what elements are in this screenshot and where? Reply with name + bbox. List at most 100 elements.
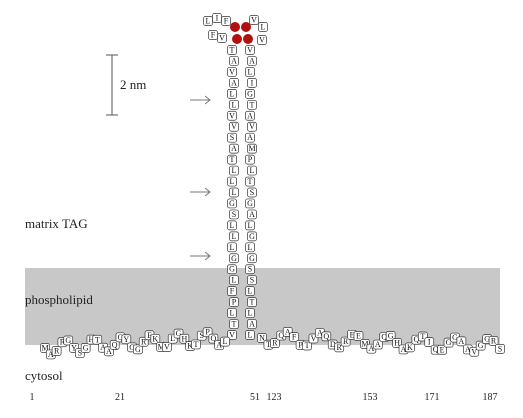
residue-box [247, 231, 257, 242]
residue: A [459, 337, 465, 346]
residue: T [230, 155, 235, 164]
residue: Q [381, 333, 387, 342]
residue: Q [210, 334, 216, 343]
residue: I [251, 78, 254, 87]
residue-box [63, 335, 74, 346]
residue: P [298, 340, 303, 349]
residue: T [230, 46, 235, 55]
residue: A [465, 345, 471, 354]
residue: L [232, 188, 237, 197]
residue: G [478, 341, 484, 350]
residue: Q [278, 331, 284, 340]
residue-box [229, 56, 239, 66]
residue: M [41, 344, 48, 353]
residue: Y [123, 335, 129, 344]
residue-box [257, 35, 267, 45]
residue: V [249, 122, 255, 131]
residue: R [343, 337, 349, 346]
residue: R [60, 338, 66, 347]
residue: A [368, 344, 374, 353]
residue: R [491, 336, 497, 345]
residue-box [227, 242, 237, 253]
membrane-label: phospholipid [25, 292, 93, 307]
residue: V [311, 334, 317, 343]
position-number: 187 [483, 392, 498, 403]
residue: S [250, 188, 254, 197]
residue-box [227, 286, 237, 297]
residue-box [247, 99, 257, 110]
residue: E [350, 330, 355, 339]
residue: L [170, 334, 175, 343]
residue: L [206, 17, 211, 26]
residue: A [100, 343, 106, 352]
residue-box [247, 319, 257, 329]
residue-box [321, 331, 332, 342]
scale-label: 2 nm [120, 77, 146, 92]
residue-box [245, 286, 255, 297]
residue-box [247, 297, 257, 307]
residue-box [221, 16, 231, 26]
residue: A [249, 320, 255, 329]
residue: A [247, 133, 253, 142]
residue-box [227, 330, 237, 340]
residue-box [247, 253, 257, 264]
residue-box [229, 187, 239, 198]
residue: P [232, 298, 237, 307]
residue-box [245, 220, 255, 231]
residue-box [245, 67, 255, 77]
residue: L [248, 243, 253, 252]
residue: A [317, 329, 323, 338]
residue: G [249, 254, 255, 263]
residue-box [245, 264, 255, 275]
residue: V [231, 122, 237, 131]
residue: F [211, 31, 216, 40]
residue: E [356, 331, 361, 340]
scale-bar [106, 54, 118, 116]
residue-box [245, 308, 255, 318]
residue-box [227, 154, 237, 165]
residue: L [232, 166, 237, 175]
residue: S [78, 349, 82, 358]
residue: F [230, 287, 235, 296]
residue: L [248, 287, 253, 296]
residue: K [152, 334, 158, 343]
residue: A [231, 144, 237, 153]
residue: L [223, 337, 228, 346]
residue: V [251, 16, 257, 25]
residue: Q [118, 333, 124, 342]
residue: L [248, 331, 253, 340]
residue-box [227, 220, 237, 231]
residue-box [109, 340, 120, 350]
residue: A [247, 111, 253, 120]
residue: G [176, 329, 182, 338]
residue: S [232, 210, 236, 219]
residue: I [216, 14, 219, 23]
residue-box [229, 143, 239, 154]
residue-box [227, 308, 237, 318]
residue: G [452, 333, 458, 342]
residue: E [440, 345, 445, 354]
residue: V [229, 67, 235, 76]
residue-box [247, 275, 257, 286]
residue: G [388, 331, 394, 340]
red-dots [230, 22, 253, 44]
residue-box [247, 78, 257, 88]
residue-box [247, 209, 257, 220]
residue: T [250, 100, 255, 109]
residue-box [245, 198, 255, 209]
residue: L [248, 67, 253, 76]
residue: S [250, 276, 254, 285]
residue-box [121, 334, 132, 345]
residue: D [330, 340, 336, 349]
residue: G [229, 199, 235, 208]
residue: V [219, 34, 225, 43]
residue: T [95, 335, 100, 344]
residue-box [229, 319, 239, 329]
position-number: 171 [425, 392, 440, 403]
residue-box [488, 335, 499, 346]
residue-box [247, 165, 257, 176]
residue-box [353, 331, 364, 341]
residue-box [245, 110, 255, 121]
residue-box [229, 253, 239, 264]
residue-box [245, 88, 255, 99]
